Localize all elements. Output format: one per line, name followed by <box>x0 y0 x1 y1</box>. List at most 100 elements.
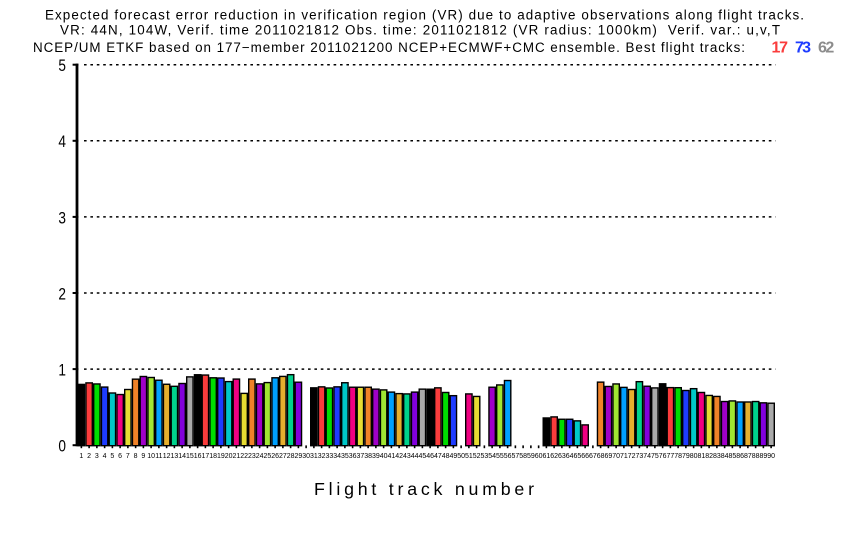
svg-text:17: 17 <box>772 39 789 56</box>
svg-text:53: 53 <box>480 453 488 460</box>
svg-text:23: 23 <box>248 453 256 460</box>
svg-text:45: 45 <box>418 453 426 460</box>
svg-text:33: 33 <box>325 453 333 460</box>
svg-text:16: 16 <box>194 453 202 460</box>
svg-text:37: 37 <box>356 453 364 460</box>
svg-text:29: 29 <box>294 453 302 460</box>
svg-text:43: 43 <box>403 453 411 460</box>
svg-text:76: 76 <box>659 453 667 460</box>
svg-text:75: 75 <box>651 453 659 460</box>
svg-text:78: 78 <box>674 453 682 460</box>
svg-text:24: 24 <box>256 453 264 460</box>
svg-text:VR: 44N, 104W, Verif. time 201: VR: 44N, 104W, Verif. time 2011021812 Ob… <box>60 22 780 37</box>
svg-text:3: 3 <box>58 209 66 227</box>
svg-text:67: 67 <box>589 453 597 460</box>
svg-text:5: 5 <box>110 453 114 460</box>
svg-text:27: 27 <box>279 453 287 460</box>
svg-text:82: 82 <box>705 453 713 460</box>
svg-text:77: 77 <box>666 453 674 460</box>
svg-text:35: 35 <box>341 453 349 460</box>
svg-text:73: 73 <box>795 39 811 56</box>
svg-text:57: 57 <box>511 453 519 460</box>
svg-text:81: 81 <box>697 453 705 460</box>
svg-text:19: 19 <box>217 453 225 460</box>
svg-text:90: 90 <box>767 453 775 460</box>
svg-text:12: 12 <box>163 453 171 460</box>
svg-text:13: 13 <box>170 453 178 460</box>
svg-text:5: 5 <box>58 57 66 75</box>
svg-text:2: 2 <box>58 285 66 303</box>
svg-text:49: 49 <box>449 453 457 460</box>
svg-text:59: 59 <box>527 453 535 460</box>
svg-text:31: 31 <box>310 453 318 460</box>
svg-text:65: 65 <box>573 453 581 460</box>
svg-text:68: 68 <box>597 453 605 460</box>
svg-text:73: 73 <box>635 453 643 460</box>
svg-text:62: 62 <box>550 453 558 460</box>
svg-text:62: 62 <box>818 39 834 56</box>
svg-text:50: 50 <box>457 453 465 460</box>
svg-text:55: 55 <box>496 453 504 460</box>
svg-text:71: 71 <box>620 453 628 460</box>
svg-text:42: 42 <box>395 453 403 460</box>
svg-text:48: 48 <box>442 453 450 460</box>
svg-text:54: 54 <box>488 453 496 460</box>
svg-text:66: 66 <box>581 453 589 460</box>
svg-text:25: 25 <box>263 453 271 460</box>
svg-text:NCEP/UM ETKF based on 177−memb: NCEP/UM ETKF based on 177−member 2011021… <box>33 40 745 55</box>
svg-text:10: 10 <box>147 453 155 460</box>
svg-text:51: 51 <box>465 453 473 460</box>
svg-text:44: 44 <box>411 453 419 460</box>
svg-text:72: 72 <box>628 453 636 460</box>
svg-text:79: 79 <box>682 453 690 460</box>
svg-text:69: 69 <box>604 453 612 460</box>
svg-text:84: 84 <box>721 453 729 460</box>
svg-text:18: 18 <box>209 453 217 460</box>
svg-text:Expected forecast error reduct: Expected forecast error reduction in ver… <box>45 7 804 22</box>
svg-text:34: 34 <box>333 453 341 460</box>
svg-text:56: 56 <box>504 453 512 460</box>
svg-text:7: 7 <box>126 453 130 460</box>
svg-text:20: 20 <box>225 453 233 460</box>
svg-text:40: 40 <box>380 453 388 460</box>
svg-text:30: 30 <box>302 453 310 460</box>
svg-text:47: 47 <box>434 453 442 460</box>
svg-text:1: 1 <box>58 362 66 380</box>
svg-text:11: 11 <box>155 453 162 460</box>
svg-text:86: 86 <box>736 453 744 460</box>
svg-text:4: 4 <box>103 453 107 460</box>
svg-text:38: 38 <box>364 453 372 460</box>
svg-text:26: 26 <box>271 453 279 460</box>
svg-text:63: 63 <box>558 453 566 460</box>
svg-text:88: 88 <box>752 453 760 460</box>
svg-text:32: 32 <box>318 453 326 460</box>
svg-text:15: 15 <box>186 453 194 460</box>
svg-text:87: 87 <box>744 453 752 460</box>
svg-text:1: 1 <box>79 453 83 460</box>
svg-text:6: 6 <box>118 453 122 460</box>
svg-text:14: 14 <box>178 453 186 460</box>
svg-text:61: 61 <box>542 453 550 460</box>
svg-text:60: 60 <box>535 453 543 460</box>
svg-text:Flight track number: Flight track number <box>314 479 534 499</box>
svg-text:36: 36 <box>349 453 357 460</box>
svg-text:21: 21 <box>232 453 240 460</box>
svg-text:0: 0 <box>58 438 66 456</box>
svg-text:52: 52 <box>473 453 481 460</box>
svg-text:2: 2 <box>87 453 91 460</box>
svg-text:8: 8 <box>134 453 138 460</box>
svg-text:28: 28 <box>287 453 295 460</box>
svg-text:39: 39 <box>372 453 380 460</box>
svg-text:85: 85 <box>728 453 736 460</box>
svg-text:74: 74 <box>643 453 651 460</box>
svg-text:46: 46 <box>426 453 434 460</box>
svg-text:4: 4 <box>58 133 66 151</box>
svg-text:64: 64 <box>566 453 574 460</box>
svg-text:83: 83 <box>713 453 721 460</box>
svg-text:58: 58 <box>519 453 527 460</box>
svg-text:3: 3 <box>95 453 99 460</box>
svg-text:22: 22 <box>240 453 248 460</box>
svg-text:9: 9 <box>141 453 145 460</box>
svg-text:17: 17 <box>201 453 209 460</box>
svg-text:80: 80 <box>690 453 698 460</box>
